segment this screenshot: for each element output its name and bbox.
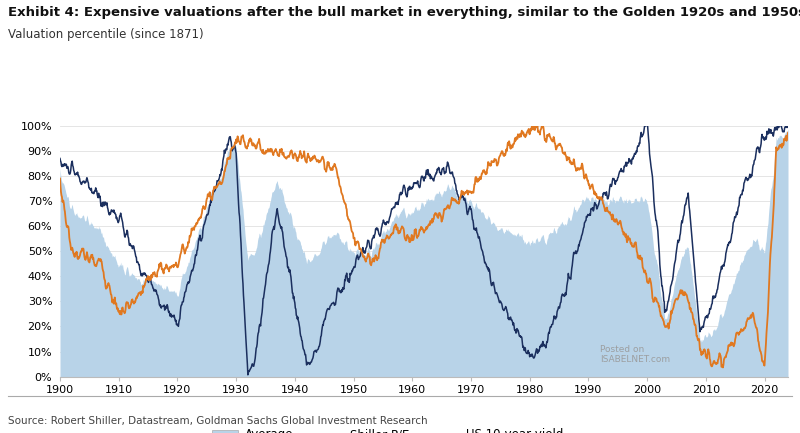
Text: Valuation percentile (since 1871): Valuation percentile (since 1871) [8, 28, 204, 41]
Text: Source: Robert Shiller, Datastream, Goldman Sachs Global Investment Research: Source: Robert Shiller, Datastream, Gold… [8, 416, 428, 426]
Text: Posted on
ISABELNET.com: Posted on ISABELNET.com [600, 345, 670, 364]
Legend: Average, Shiller P/E, US 10-year yield: Average, Shiller P/E, US 10-year yield [207, 424, 568, 433]
Text: Exhibit 4: Expensive valuations after the bull market in everything, similar to : Exhibit 4: Expensive valuations after th… [8, 6, 800, 19]
